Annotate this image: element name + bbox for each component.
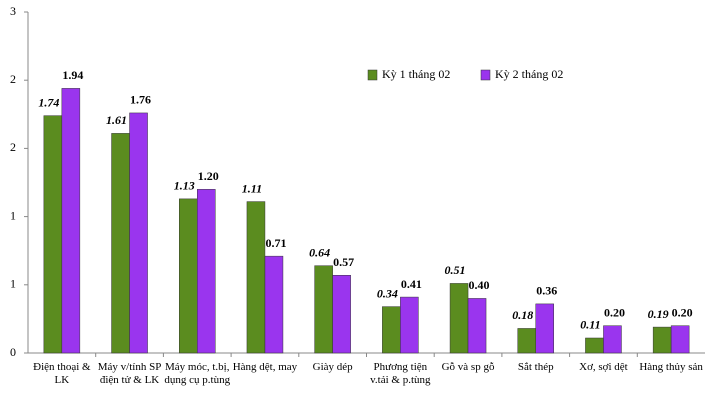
y-tick-label: 2 (10, 140, 16, 154)
data-label: 0.41 (401, 277, 422, 291)
bar (382, 306, 401, 354)
bar (332, 275, 351, 354)
bar (400, 296, 419, 354)
x-tick-label: Máy móc, t.bị, dụng cụ p.tùng (164, 361, 231, 386)
x-tick-label: Hàng thủy sản (639, 361, 703, 373)
bar (652, 326, 672, 354)
x-tick-label: Hàng dệt, may (232, 361, 298, 373)
x-tick-label: Điện thoại & LK (33, 361, 91, 386)
y-tick-label: 2 (10, 72, 16, 86)
bar (129, 112, 148, 354)
bar (179, 198, 198, 354)
data-label: 0.20 (672, 305, 693, 319)
x-tick-label: Xơ, sợi dệt (579, 361, 628, 373)
data-label: 1.94 (62, 68, 83, 82)
x-tick-label: Phương tiện v.tải & p.tùng (370, 361, 431, 386)
legend-swatch (480, 69, 491, 81)
x-tick-label: Sắt thép (517, 361, 554, 373)
bar (111, 133, 130, 354)
data-label: 1.11 (242, 181, 262, 195)
data-label: 1.20 (198, 169, 219, 183)
y-tick-label: 0 (10, 345, 16, 359)
data-label: 1.61 (106, 113, 127, 127)
bar (670, 325, 690, 354)
data-label: 0.64 (309, 245, 330, 259)
data-label: 1.76 (130, 93, 151, 107)
data-label: 0.40 (469, 278, 490, 292)
legend-label: Kỳ 2 tháng 02 (495, 67, 563, 81)
data-label: 0.51 (445, 263, 466, 277)
data-label: 0.36 (536, 284, 557, 298)
bar (517, 328, 536, 354)
data-label: 1.13 (174, 179, 195, 193)
bar (43, 115, 63, 354)
data-label: 0.34 (377, 286, 398, 300)
bar (467, 298, 487, 354)
data-label: 0.57 (333, 255, 354, 269)
x-tick-label: Giày dép (312, 361, 353, 373)
data-label: 0.11 (580, 318, 600, 332)
bar (197, 189, 216, 354)
bar (535, 303, 554, 354)
bar (264, 255, 284, 354)
y-tick-label: 1 (10, 277, 16, 291)
bar (603, 325, 622, 354)
data-label: 0.18 (512, 308, 533, 322)
bar (449, 283, 469, 354)
bar (61, 88, 81, 354)
data-label: 0.19 (648, 307, 669, 321)
y-tick-label: 1 (10, 208, 16, 222)
y-tick-label: 3 (10, 4, 16, 18)
bar (246, 201, 266, 354)
data-label: 1.74 (38, 95, 59, 109)
legend-label: Kỳ 1 tháng 02 (382, 67, 450, 81)
data-label: 0.71 (265, 236, 286, 250)
x-tick-label: Máy v/tính SP điện tử & LK (97, 361, 162, 386)
x-tick-label: Gỗ và sp gỗ (441, 361, 495, 373)
data-label: 0.20 (604, 305, 625, 319)
bar (314, 265, 333, 354)
legend-swatch (367, 69, 378, 81)
bar (585, 337, 604, 354)
